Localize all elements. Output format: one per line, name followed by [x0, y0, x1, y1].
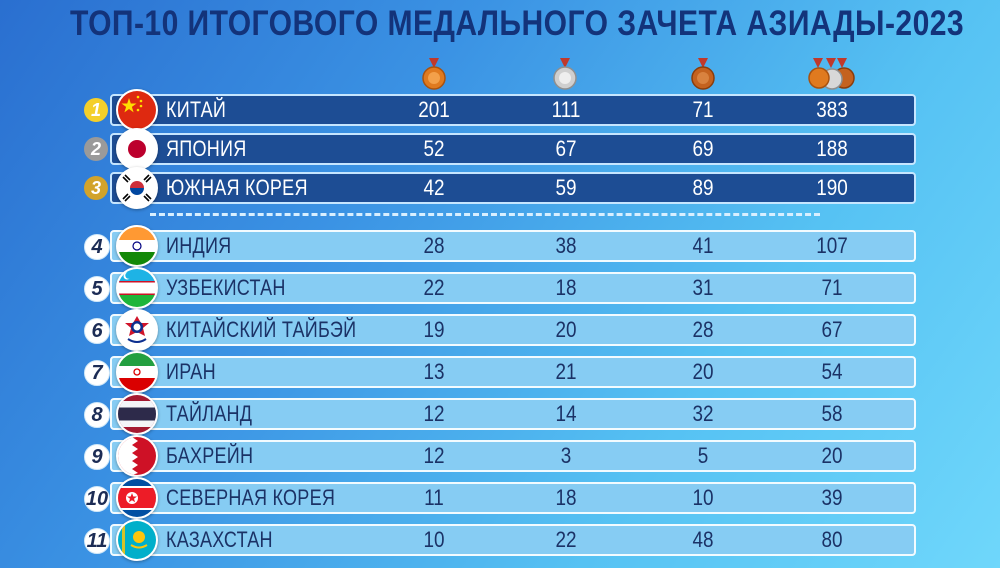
gold-value: 42	[423, 175, 445, 200]
table-row	[110, 94, 916, 126]
rank-badge: 4	[84, 234, 110, 260]
thailand-flag-icon	[116, 393, 158, 435]
gold-value: 52	[423, 136, 445, 161]
country-name: КАЗАХСТАН	[166, 527, 273, 552]
gold-value: 201	[418, 97, 450, 122]
gold-value: 19	[423, 317, 445, 342]
north-korea-flag-icon	[116, 477, 158, 519]
country-name: СЕВЕРНАЯ КОРЕЯ	[166, 485, 336, 510]
table-row	[110, 482, 916, 514]
bronze-value: 20	[692, 359, 714, 384]
total-value: 58	[821, 401, 843, 426]
bahrain-flag-icon	[116, 435, 158, 477]
bronze-value: 5	[697, 443, 709, 468]
silver-value: 67	[555, 136, 577, 161]
south-korea-flag-icon	[116, 167, 158, 209]
gold-value: 22	[423, 275, 445, 300]
silver-value: 111	[551, 97, 581, 122]
rank-badge: 11	[84, 528, 110, 554]
silver-value: 22	[555, 527, 577, 552]
japan-flag-icon	[116, 128, 158, 170]
chinese-taipei-flag-icon	[116, 309, 158, 351]
table-row	[110, 272, 916, 304]
country-name: ЯПОНИЯ	[166, 136, 247, 161]
table-row	[110, 172, 916, 204]
country-name: ЮЖНАЯ КОРЕЯ	[166, 175, 308, 200]
rank-badge: 5	[84, 276, 110, 302]
bronze-value: 28	[692, 317, 714, 342]
india-flag-icon	[116, 225, 158, 267]
gold-value: 13	[423, 359, 445, 384]
bronze-value: 32	[692, 401, 714, 426]
rank-badge: 9	[84, 444, 110, 470]
china-flag-icon	[116, 89, 158, 131]
bronze-value: 48	[692, 527, 714, 552]
rank-badge: 8	[84, 402, 110, 428]
rank-badge: 7	[84, 360, 110, 386]
country-name: ИНДИЯ	[166, 233, 232, 258]
rank-badge: 6	[84, 318, 110, 344]
country-name: ИРАН	[166, 359, 216, 384]
table-row	[110, 398, 916, 430]
total-value: 39	[821, 485, 843, 510]
total-value: 67	[821, 317, 843, 342]
silver-value: 21	[555, 359, 577, 384]
uzbekistan-flag-icon	[116, 267, 158, 309]
bronze-value: 89	[692, 175, 714, 200]
total-value: 54	[821, 359, 843, 384]
silver-value: 18	[555, 485, 577, 510]
gold-value: 12	[423, 443, 445, 468]
rank-badge: 1	[84, 98, 108, 122]
table-row	[110, 133, 916, 165]
table-row	[110, 314, 916, 346]
country-name: КИТАЙСКИЙ ТАЙБЭЙ	[166, 317, 357, 342]
bronze-value: 31	[692, 275, 714, 300]
gold-medal-icon	[420, 58, 448, 92]
page-title: ТОП-10 ИТОГОВОГО МЕДАЛЬНОГО ЗАЧЕТА АЗИАД…	[70, 4, 965, 43]
gold-value: 11	[424, 485, 444, 510]
bronze-medal-icon	[689, 58, 717, 92]
country-name: БАХРЕЙН	[166, 443, 254, 468]
country-name: УЗБЕКИСТАН	[166, 275, 286, 300]
total-value: 20	[821, 443, 843, 468]
silver-value: 38	[555, 233, 577, 258]
silver-value: 18	[555, 275, 577, 300]
table-row	[110, 356, 916, 388]
table-row	[110, 440, 916, 472]
iran-flag-icon	[116, 351, 158, 393]
top3-separator	[150, 213, 820, 216]
rank-badge: 10	[84, 486, 110, 512]
bronze-value: 71	[692, 97, 714, 122]
table-row	[110, 230, 916, 262]
country-name: ТАЙЛАНД	[166, 401, 253, 426]
bronze-value: 10	[692, 485, 714, 510]
total-value: 383	[816, 97, 848, 122]
silver-value: 59	[555, 175, 577, 200]
gold-value: 12	[423, 401, 445, 426]
silver-value: 20	[555, 317, 577, 342]
gold-value: 28	[423, 233, 445, 258]
bronze-value: 69	[692, 136, 714, 161]
country-name: КИТАЙ	[166, 97, 227, 122]
table-row	[110, 524, 916, 556]
kazakhstan-flag-icon	[116, 519, 158, 561]
silver-value: 3	[560, 443, 572, 468]
silver-value: 14	[555, 401, 577, 426]
rank-badge: 3	[84, 176, 108, 200]
total-value: 107	[816, 233, 848, 258]
total-medals-icon	[806, 58, 862, 92]
gold-value: 10	[423, 527, 445, 552]
total-value: 71	[821, 275, 843, 300]
silver-medal-icon	[551, 58, 579, 92]
total-value: 80	[821, 527, 843, 552]
bronze-value: 41	[692, 233, 714, 258]
total-value: 190	[816, 175, 848, 200]
rank-badge: 2	[84, 137, 108, 161]
total-value: 188	[816, 136, 848, 161]
